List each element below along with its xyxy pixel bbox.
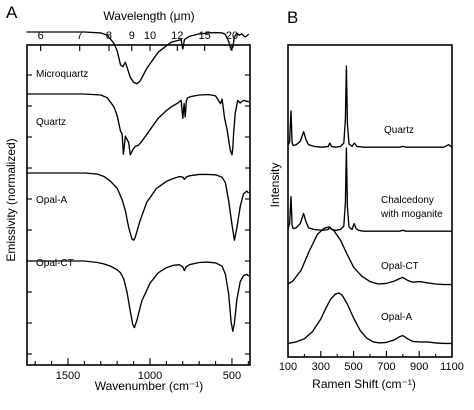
- a-top-tick-label-20: 20: [226, 30, 238, 42]
- panel-a: A Wavelength (μm) Emissivity (normalized…: [4, 3, 251, 393]
- a-bottom-tick-label-1500: 1500: [56, 370, 80, 382]
- panel-b: B Intensity Ramen Shift (cm⁻¹) 100 300 500…: [268, 8, 464, 391]
- a-bottom-tick-label-1000: 1000: [138, 370, 162, 382]
- a-top-tick-label-8: 8: [106, 30, 112, 42]
- panel-a-ticks: 1500 1000 500 6 7 8 9 10 12 15 20: [27, 30, 250, 382]
- a-top-tick-label-9: 9: [129, 30, 135, 42]
- b-bottom-tick-label-900: 900: [410, 361, 428, 373]
- panel-b-x-axis-label: Ramen Shift (cm⁻¹): [312, 377, 416, 391]
- a-curve-opal-a: [26, 172, 250, 241]
- a-top-tick-label-7: 7: [77, 30, 83, 42]
- panel-b-curves: [287, 65, 453, 345]
- panel-a-x-axis-label: Wavenumber (cm⁻¹): [95, 379, 204, 393]
- panel-b-y-axis-label: Intensity: [268, 163, 282, 208]
- panel-a-curves: [26, 31, 250, 332]
- panel-b-ticks: 100 300 500 700 900 1100: [279, 351, 464, 373]
- b-bottom-tick-label-300: 300: [312, 361, 330, 373]
- a-top-tick-label-12: 12: [171, 30, 183, 42]
- panel-a-letter: A: [6, 3, 18, 22]
- label-opal-a-a: Opal-A: [36, 195, 67, 206]
- b-curve-opal-a: [287, 292, 453, 345]
- label-opal-a-b: Opal-A: [381, 312, 412, 323]
- a-top-tick-label-6: 6: [38, 30, 44, 42]
- a-top-tick-label-15: 15: [199, 30, 211, 42]
- b-bottom-tick-label-700: 700: [377, 361, 395, 373]
- b-curve-quartz: [287, 65, 453, 148]
- label-microquartz: Microquartz: [36, 69, 88, 80]
- b-bottom-tick-label-500: 500: [344, 361, 362, 373]
- a-curve-microquartz: [26, 31, 250, 85]
- a-bottom-tick-label-500: 500: [223, 370, 241, 382]
- panel-a-top-axis-label: Wavelength (μm): [103, 9, 194, 23]
- b-curve-chalcedony-with-moganite: [287, 147, 453, 232]
- a-top-tick-label-10: 10: [144, 30, 156, 42]
- b-bottom-tick-label-1100: 1100: [440, 361, 464, 373]
- a-curve-opal-ct: [26, 260, 250, 332]
- label-opal-ct-a: Opal-CT: [36, 258, 74, 269]
- b-curve-opal-ct: [287, 226, 453, 286]
- label-opal-ct-b: Opal-CT: [381, 261, 419, 272]
- panel-a-frame: [26, 44, 251, 366]
- label-quartz-a: Quartz: [36, 117, 66, 128]
- panel-b-letter: B: [287, 8, 298, 27]
- b-bottom-tick-label-100: 100: [279, 361, 297, 373]
- label-chalcedony: Chalcedony: [381, 195, 434, 206]
- label-with-moganite: with moganite: [380, 209, 443, 220]
- a-curve-quartz: [26, 93, 250, 156]
- label-quartz-b: Quartz: [384, 125, 414, 136]
- panel-a-y-axis-label: Emissivity (normalized): [4, 138, 18, 261]
